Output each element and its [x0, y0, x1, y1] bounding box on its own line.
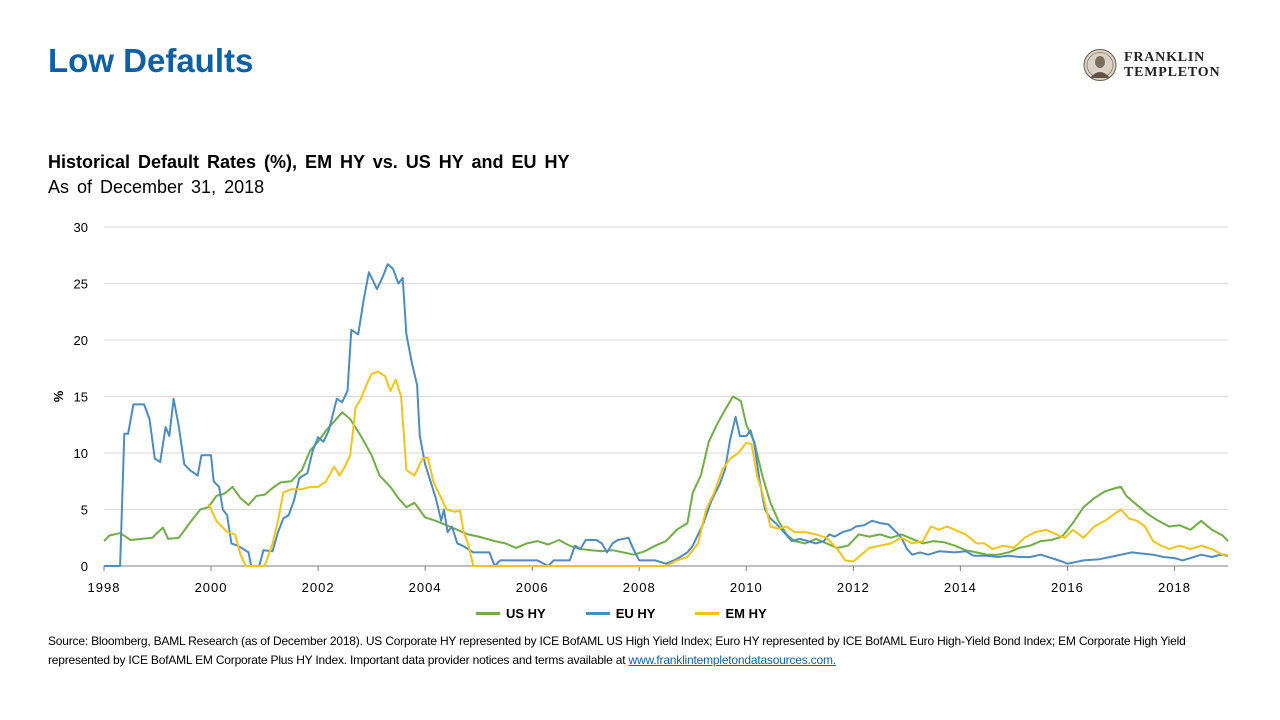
y-tick-label-0: 0: [81, 559, 88, 574]
legend-label-us-hy: US HY: [506, 606, 546, 621]
y-axis-label: %: [51, 390, 66, 402]
x-tick-label-2014: 2014: [944, 580, 977, 595]
x-tick-label-2010: 2010: [730, 580, 763, 595]
page-title: Low Defaults: [48, 42, 254, 79]
x-tick-label-2004: 2004: [409, 580, 442, 595]
x-tick-label-2016: 2016: [1051, 580, 1084, 595]
gridlines: [104, 226, 1228, 510]
legend-item-us-hy: US HY: [476, 606, 546, 621]
chart-subtitle: As of December 31, 2018: [48, 177, 265, 197]
series-line-us-hy: [103, 395, 1229, 556]
source-text: Source: Bloomberg, BAML Research (as of …: [48, 634, 1186, 667]
legend-label-em-hy: EM HY: [725, 606, 767, 621]
data-sources-link[interactable]: www.franklintempletondatasources.com.: [628, 653, 837, 667]
x-tick-label-2002: 2002: [302, 580, 335, 595]
series-line-eu-hy: [104, 263, 1229, 567]
chart-title: Historical Default Rates (%), EM HY vs. …: [48, 152, 570, 172]
x-tick-label-2000: 2000: [195, 580, 228, 595]
y-tick-label-30: 30: [74, 220, 88, 235]
legend-swatch-em-hy: [695, 612, 720, 615]
axes: 0 5 10 15 20 25 30 1998 2000 2002 2004 2006 2008 2010…: [74, 220, 1228, 595]
y-tick-label-15: 15: [74, 390, 88, 405]
franklin-portrait-seal-icon: [1083, 49, 1117, 81]
legend-swatch-us-hy: [476, 612, 500, 615]
legend-label-eu-hy: EU HY: [615, 606, 656, 621]
x-tick-label-2018: 2018: [1158, 580, 1191, 595]
series-lines: [103, 263, 1229, 567]
series-line-em-hy: [207, 370, 1228, 567]
y-tick-label-10: 10: [74, 446, 88, 461]
y-tick-label-20: 20: [74, 333, 88, 348]
franklin-templeton-logo: FRANKLIN TEMPLETON: [1082, 48, 1242, 84]
y-tick-label-5: 5: [81, 503, 88, 518]
brand-name-line2: TEMPLETON: [1124, 65, 1221, 80]
legend-item-eu-hy: EU HY: [585, 606, 656, 621]
y-tick-label-25: 25: [74, 277, 88, 292]
legend-item-em-hy: EM HY: [695, 606, 767, 621]
x-tick-label-2012: 2012: [837, 580, 870, 595]
x-tick-label-1998: 1998: [88, 580, 121, 595]
x-tick-label-2006: 2006: [516, 580, 549, 595]
source-note: Source: Bloomberg, BAML Research (as of …: [48, 632, 1238, 670]
legend-swatch-eu-hy: [585, 612, 610, 615]
x-tick-label-2008: 2008: [623, 580, 656, 595]
chart-legend: US HY EU HY EM HY: [476, 606, 767, 621]
brand-name-line1: FRANKLIN: [1124, 50, 1206, 65]
